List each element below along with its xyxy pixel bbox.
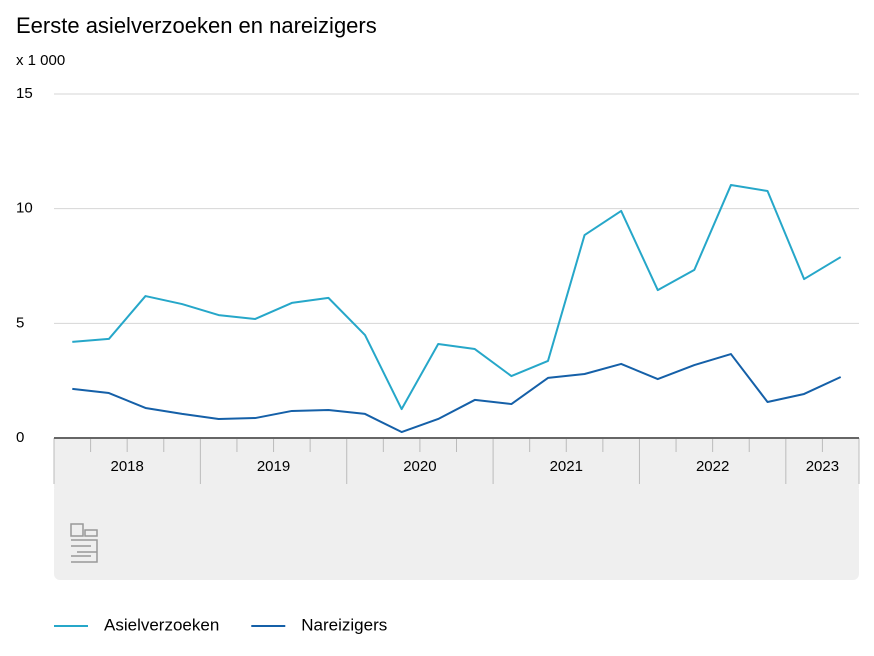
x-group-label: 2018 bbox=[110, 458, 143, 475]
y-tick-label: 0 bbox=[16, 429, 24, 446]
legend-label: Asielverzoeken bbox=[104, 615, 219, 634]
series-line bbox=[72, 184, 842, 411]
y-tick-label: 15 bbox=[16, 85, 33, 102]
x-group-label: 2023 bbox=[806, 458, 839, 475]
x-group-label: 2022 bbox=[696, 458, 729, 475]
x-group-label: 2019 bbox=[257, 458, 290, 475]
cbs-logo bbox=[70, 523, 98, 563]
chart-title: Eerste asielverzoeken en nareizigers bbox=[16, 13, 377, 38]
y-tick-label: 10 bbox=[16, 200, 33, 217]
x-group-label: 2021 bbox=[550, 458, 583, 475]
y-unit: x 1 000 bbox=[16, 52, 65, 69]
footer-box bbox=[54, 484, 859, 580]
series-line bbox=[72, 353, 842, 434]
x-group-label: 2020 bbox=[403, 458, 436, 475]
y-tick-label: 5 bbox=[16, 314, 24, 331]
legend-label: Nareizigers bbox=[301, 615, 387, 634]
